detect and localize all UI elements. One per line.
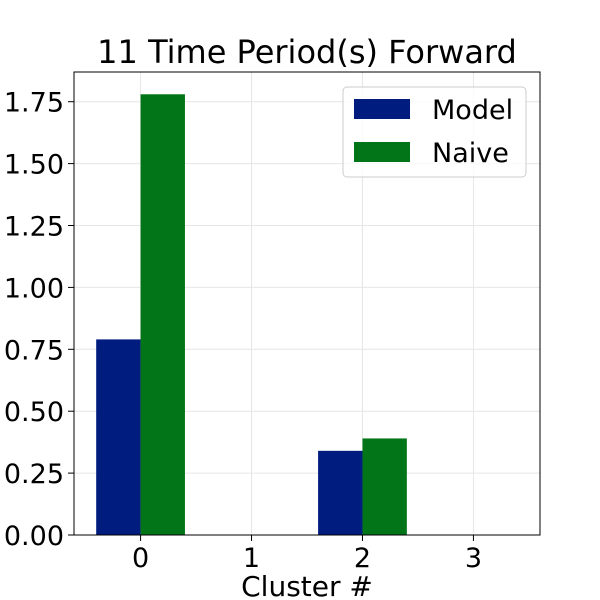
plot-frame [73,71,541,536]
x-tick-label: 1 [243,543,260,574]
legend-swatch-naive [354,142,410,162]
bar-naive-cluster-2 [362,438,407,535]
legend-label-model: Model [432,95,513,126]
x-tick-label: 0 [132,543,149,574]
y-tick-label: 0.25 [4,459,64,490]
y-tick-label: 0.00 [4,521,64,552]
legend: Model Naive [342,86,527,178]
bar-model-cluster-0 [96,339,141,535]
bar-model-cluster-2 [318,450,363,535]
x-axis-label: Cluster # [241,570,373,600]
legend-swatch-model [354,99,410,119]
legend-label-naive: Naive [432,138,509,169]
x-axis: 0 1 2 3 [132,535,482,574]
x-tick-label: 2 [354,543,371,574]
y-tick-label: 1.50 [4,150,64,181]
y-tick-label: 1.25 [4,212,64,243]
y-tick-label: 1.00 [4,273,64,304]
chart-title: 11 Time Period(s) Forward [97,33,517,71]
bars [96,94,407,536]
x-tick-label: 3 [465,543,482,574]
bar-naive-cluster-0 [140,94,185,536]
y-tick-label: 0.75 [4,335,64,366]
y-tick-label: 0.50 [4,397,64,428]
y-tick-label: 1.75 [4,88,64,119]
y-axis: 0.00 0.25 0.50 0.75 1.00 1.25 1.50 1.75 [4,88,74,552]
